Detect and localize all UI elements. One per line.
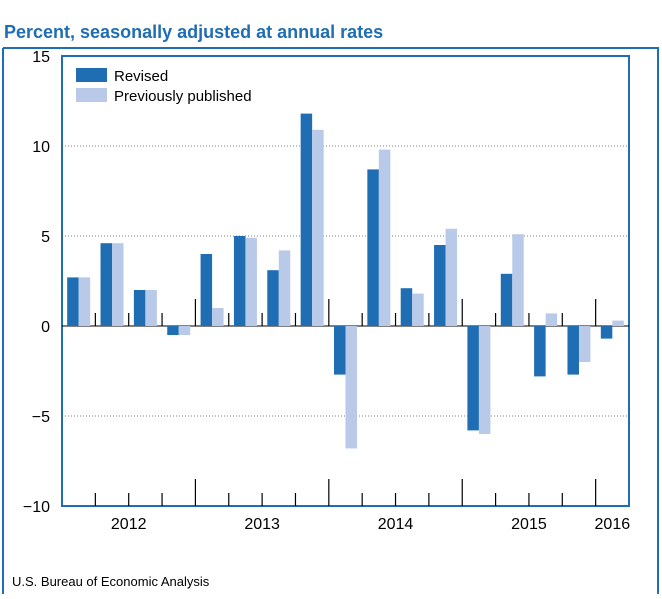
bar-revised <box>267 270 279 326</box>
x-year-label: 2012 <box>111 516 147 533</box>
bar-previously-published <box>312 129 324 326</box>
bar-revised <box>400 288 413 326</box>
bar-revised <box>534 326 546 377</box>
bar-previously-published <box>512 234 524 326</box>
bar-previously-published <box>145 290 157 326</box>
legend-label: Revised <box>114 68 168 85</box>
bar-revised <box>300 113 313 326</box>
bar-previously-published <box>378 149 391 326</box>
bar-previously-published <box>212 308 224 326</box>
legend-label: Previously published <box>114 88 252 105</box>
bar-revised <box>167 326 179 335</box>
bar-previously-published <box>278 250 291 326</box>
y-tick-label: 10 <box>32 139 50 156</box>
bar-revised <box>233 236 246 326</box>
bar-previously-published <box>78 277 91 326</box>
bar-revised <box>334 326 346 375</box>
y-tick-label: −5 <box>32 409 50 426</box>
bar-previously-published <box>612 320 624 326</box>
bar-revised <box>200 254 213 326</box>
bar-revised <box>467 326 479 431</box>
bar-previously-published <box>412 293 424 326</box>
bar-previously-published <box>112 243 124 326</box>
y-tick-label: 0 <box>41 319 50 336</box>
legend-swatch <box>76 88 107 102</box>
plot-area-border <box>61 55 630 507</box>
bar-revised <box>434 245 446 326</box>
bar-revised <box>567 326 579 375</box>
x-year-label: 2016 <box>595 516 631 533</box>
bar-revised <box>133 290 146 326</box>
x-year-label: 2014 <box>378 516 414 533</box>
bar-previously-published <box>545 313 558 326</box>
bar-revised <box>100 243 113 326</box>
y-tick-label: −10 <box>23 499 50 516</box>
bar-previously-published <box>345 326 357 449</box>
x-year-label: 2015 <box>511 516 547 533</box>
bar-revised <box>367 169 379 326</box>
x-year-label: 2013 <box>244 516 280 533</box>
bar-previously-published <box>478 326 491 434</box>
bar-previously-published <box>445 228 458 326</box>
bar-previously-published <box>178 326 191 335</box>
bar-revised <box>500 273 513 326</box>
bar-revised <box>600 326 613 339</box>
legend-swatch <box>76 68 107 82</box>
bar-revised <box>67 277 79 326</box>
outer-frame <box>3 47 659 594</box>
chart-title: Percent, seasonally adjusted at annual r… <box>4 22 383 42</box>
source-note: U.S. Bureau of Economic Analysis <box>12 574 210 589</box>
bar-previously-published <box>245 237 257 326</box>
y-tick-label: 5 <box>41 229 50 246</box>
bar-previously-published <box>578 326 591 362</box>
y-tick-label: 15 <box>32 49 50 66</box>
